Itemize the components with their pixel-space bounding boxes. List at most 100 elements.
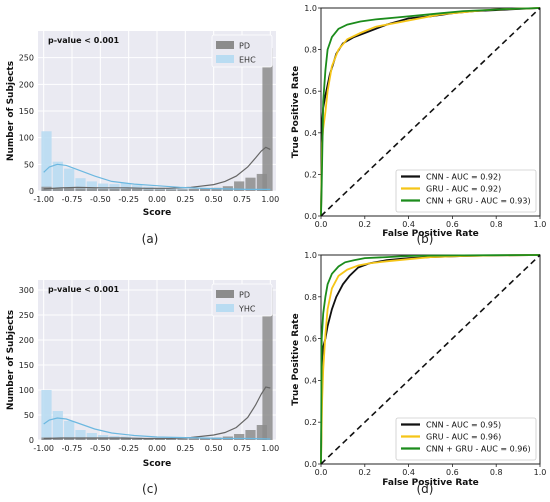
legend-label-ehc-a: EHC: [239, 56, 256, 65]
bar-pd-c: [200, 438, 211, 440]
x-tick-label-b: 0.2: [358, 220, 371, 229]
legend-swatch-yhc-c: [216, 304, 234, 312]
bar-pd-c: [166, 438, 177, 440]
x-tick-label-b: 0.8: [490, 220, 503, 229]
bar-pd-c: [262, 287, 273, 440]
legend-label-1-b: GRU - AUC = 0.92): [426, 185, 501, 194]
y-tick-label-a: 100: [19, 134, 34, 143]
bar-ehc-a: [120, 183, 131, 191]
bar-pd-a: [166, 189, 177, 191]
legend-label-pd-c: PD: [239, 291, 250, 300]
bar-pd-c: [120, 438, 131, 440]
x-tick-label-d: 0.6: [446, 468, 459, 477]
bar-pd-c: [75, 438, 86, 440]
y-tick-label-a: 250: [19, 54, 34, 63]
legend-box-b: [395, 169, 537, 213]
bar-pd-c: [177, 438, 188, 440]
y-axis-label-d: True Positive Rate: [291, 313, 301, 405]
bar-pd-a: [132, 188, 143, 191]
legend-label-0-b: CNN - AUC = 0.92): [426, 173, 501, 182]
bar-pd-a: [200, 188, 211, 191]
panel-caption-a: (a): [142, 232, 159, 246]
kde-line-ehc-a: [43, 163, 271, 190]
x-tick-label-a: -0.25: [118, 195, 139, 204]
x-tick-label-c: -0.50: [90, 444, 111, 453]
x-tick-label-c: 0.50: [205, 444, 223, 453]
bar-pd-c: [98, 438, 109, 440]
p-value-annotation-c: p-value < 0.001: [48, 285, 120, 294]
bar-pd-c: [154, 439, 165, 440]
x-tick-label-a: -0.75: [62, 195, 83, 204]
bar-pd-a: [211, 187, 222, 191]
bar-pd-a: [188, 188, 199, 191]
panel-caption-d: (d): [417, 482, 434, 496]
chance-diagonal-b: [320, 7, 541, 217]
roc-curve-1-d: [320, 254, 541, 465]
x-tick-label-b: 0.6: [446, 220, 459, 229]
x-tick-label-d: 0.8: [490, 468, 503, 477]
kde-line-pd-a: [43, 146, 271, 190]
legend-box-d: [395, 417, 537, 461]
x-axis-label-a: Score: [143, 208, 172, 218]
bar-pd-a: [109, 188, 120, 191]
bar-yhc-c: [86, 433, 97, 440]
y-tick-label-a: 50: [24, 160, 34, 169]
kde-line-yhc-c: [43, 417, 271, 440]
y-axis-label-c: Number of Subjects: [6, 310, 16, 410]
y-tick-label-b: 0.2: [304, 170, 317, 179]
y-tick-label-c: 50: [24, 411, 34, 420]
y-tick-label-c: 300: [19, 286, 34, 295]
y-tick-label-c: 250: [19, 311, 34, 320]
y-axis-label-a: Number of Subjects: [6, 61, 16, 161]
bar-pd-c: [234, 434, 245, 440]
y-tick-label-b: 0.0: [304, 212, 317, 221]
bar-pd-c: [109, 438, 120, 440]
x-tick-label-c: 0.25: [176, 444, 194, 453]
x-tick-label-a: -0.50: [90, 195, 111, 204]
y-tick-label-d: 1.0: [304, 251, 317, 260]
y-tick-label-d: 0.6: [304, 335, 317, 344]
kde-line-pd-c: [43, 386, 271, 440]
y-tick-label-c: 0: [29, 436, 34, 445]
bar-ehc-a: [75, 178, 86, 191]
x-tick-label-a: 0.25: [176, 195, 194, 204]
bar-pd-c: [64, 438, 75, 440]
x-tick-label-a: -1.00: [33, 195, 54, 204]
x-tick-label-c: -0.75: [62, 444, 83, 453]
bar-pd-a: [262, 48, 273, 191]
bar-yhc-c: [41, 390, 52, 440]
bar-pd-a: [177, 189, 188, 191]
bar-pd-c: [143, 439, 154, 440]
x-tick-label-d: 0.0: [315, 468, 328, 477]
y-tick-label-b: 0.4: [304, 129, 317, 138]
y-tick-label-d: 0.8: [304, 293, 317, 302]
bar-pd-a: [234, 181, 245, 191]
x-tick-label-c: 1.00: [261, 444, 279, 453]
roc-curve-2-b: [320, 7, 541, 217]
bar-pd-c: [188, 438, 199, 440]
legend-swatch-pd-a: [216, 41, 234, 49]
bar-pd-a: [245, 177, 256, 191]
x-tick-label-c: 0.00: [148, 444, 166, 453]
x-tick-label-d: 0.2: [358, 468, 371, 477]
y-tick-label-a: 200: [19, 80, 34, 89]
bar-yhc-c: [52, 411, 63, 440]
legend-swatch-pd-c: [216, 290, 234, 298]
y-tick-label-d: 0.2: [304, 418, 317, 427]
panel-caption-b: (b): [417, 232, 434, 246]
bar-pd-a: [75, 188, 86, 191]
bar-ehc-a: [64, 168, 75, 191]
x-tick-label-d: 0.4: [402, 468, 415, 477]
x-tick-label-b: 0.0: [315, 220, 328, 229]
x-tick-label-a: 0.75: [233, 195, 251, 204]
y-tick-label-c: 200: [19, 336, 34, 345]
x-tick-label-c: -1.00: [33, 444, 54, 453]
legend-label-2-d: CNN + GRU - AUC = 0.96): [426, 445, 531, 454]
x-tick-label-a: 1.00: [261, 195, 279, 204]
bar-ehc-a: [86, 181, 97, 191]
legend-label-0-d: CNN - AUC = 0.95): [426, 421, 501, 430]
legend-label-2-b: CNN + GRU - AUC = 0.93): [426, 197, 531, 206]
y-tick-label-a: 0: [29, 187, 34, 196]
y-tick-label-b: 1.0: [304, 4, 317, 13]
